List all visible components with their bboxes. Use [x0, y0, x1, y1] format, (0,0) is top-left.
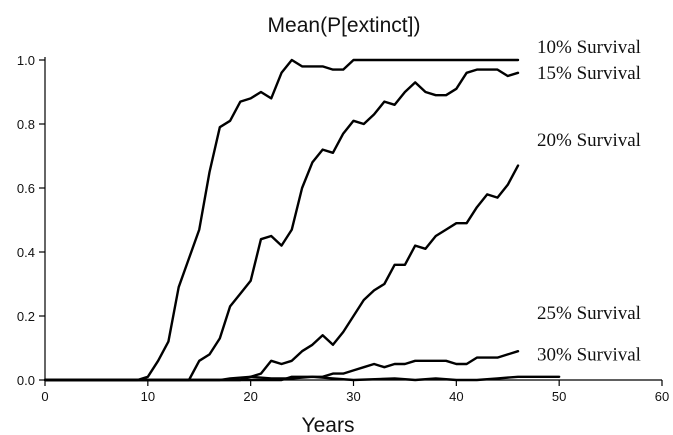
- series-label: 25% Survival: [537, 303, 641, 324]
- x-axis-title: Years: [302, 414, 355, 435]
- series-labels: 10% Survival 15% Survival 20% Survival 25% …: [537, 37, 641, 365]
- x-tick-label: 50: [552, 389, 566, 404]
- y-tick-label: 0.4: [17, 245, 35, 260]
- series-label: 30% Survival: [537, 344, 641, 365]
- chart-title: Mean(P[extinct]): [268, 14, 421, 37]
- series-line-30-survival: [43, 375, 561, 382]
- series-label: 15% Survival: [537, 63, 641, 84]
- y-tick-label: 0.6: [17, 181, 35, 196]
- x-tick-label: 60: [655, 389, 669, 404]
- series-line-15-survival: [43, 68, 520, 382]
- y-tick-label: 0.0: [17, 373, 35, 388]
- ticks: 0 10 20 30 40 50 60 0.0 0.2 0.4 0.6 0.8 1.0: [17, 53, 669, 404]
- series-line-25-survival: [43, 350, 520, 382]
- x-tick-label: 30: [346, 389, 360, 404]
- x-tick-label: 40: [449, 389, 463, 404]
- series-line-20-survival: [43, 164, 520, 382]
- series-label: 10% Survival: [537, 37, 641, 58]
- x-tick-label: 20: [243, 389, 257, 404]
- x-tick-label: 10: [141, 389, 155, 404]
- y-tick-label: 0.2: [17, 309, 35, 324]
- x-tick-label: 0: [41, 389, 48, 404]
- y-tick-label: 0.8: [17, 117, 35, 132]
- y-tick-label: 1.0: [17, 53, 35, 68]
- series-line-10-survival: [43, 58, 520, 382]
- axes: [44, 57, 662, 381]
- series-lines: [43, 58, 561, 382]
- series-label: 20% Survival: [537, 130, 641, 151]
